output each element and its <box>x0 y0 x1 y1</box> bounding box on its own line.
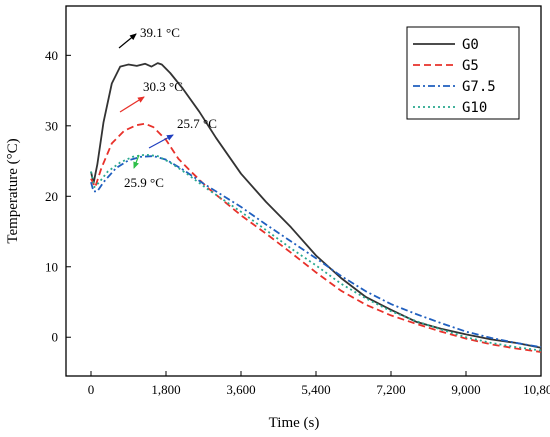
series-group <box>90 62 542 353</box>
legend-box <box>406 26 520 120</box>
annotation-label: 30.3 °C <box>143 79 183 94</box>
x-tick-label: 7,200 <box>376 382 405 397</box>
annotation-label: 25.7 °C <box>177 116 217 131</box>
y-tick-label: 20 <box>45 189 58 204</box>
x-tick-label: 10,800 <box>523 382 550 397</box>
x-tick-label: 5,400 <box>301 382 330 397</box>
annotation-arrow <box>119 96 145 113</box>
y-tick-label: 0 <box>52 330 59 345</box>
series-line-g10 <box>90 153 542 352</box>
annotation-label: 25.9 °C <box>124 175 164 190</box>
x-tick-label: 3,600 <box>226 382 255 397</box>
legend-label: G5 <box>462 58 479 74</box>
legend-label: G0 <box>462 37 479 53</box>
series-line-g7-5 <box>90 155 542 348</box>
annotations: 39.1 °C 30.3 °C 25.7 °C 25.9 °C <box>118 25 217 190</box>
y-axis: 0 10 20 30 40 <box>45 48 71 345</box>
y-tick-label: 40 <box>45 48 58 63</box>
annotation-arrow <box>118 33 137 49</box>
x-axis: 0 1,800 3,600 5,400 7,200 9,000 10,800 <box>88 371 550 397</box>
annotation-label: 39.1 °C <box>140 25 180 40</box>
legend-label: G10 <box>462 100 487 116</box>
series-line-g5 <box>90 122 542 353</box>
y-tick-label: 10 <box>45 259 58 274</box>
x-tick-label: 1,800 <box>151 382 180 397</box>
series-line-g0 <box>90 62 542 349</box>
plot-frame <box>65 5 542 377</box>
legend: G0 G5 G7.5 G10 <box>406 26 520 120</box>
y-tick-label: 30 <box>45 118 58 133</box>
y-axis-title: Temperature (°C) <box>5 138 21 243</box>
legend-label: G7.5 <box>462 79 496 95</box>
x-tick-label: 9,000 <box>451 382 480 397</box>
x-tick-label: 0 <box>88 382 95 397</box>
annotation-arrow <box>148 134 174 149</box>
annotation-arrow <box>133 154 140 169</box>
x-axis-title: Time (s) <box>269 415 320 431</box>
